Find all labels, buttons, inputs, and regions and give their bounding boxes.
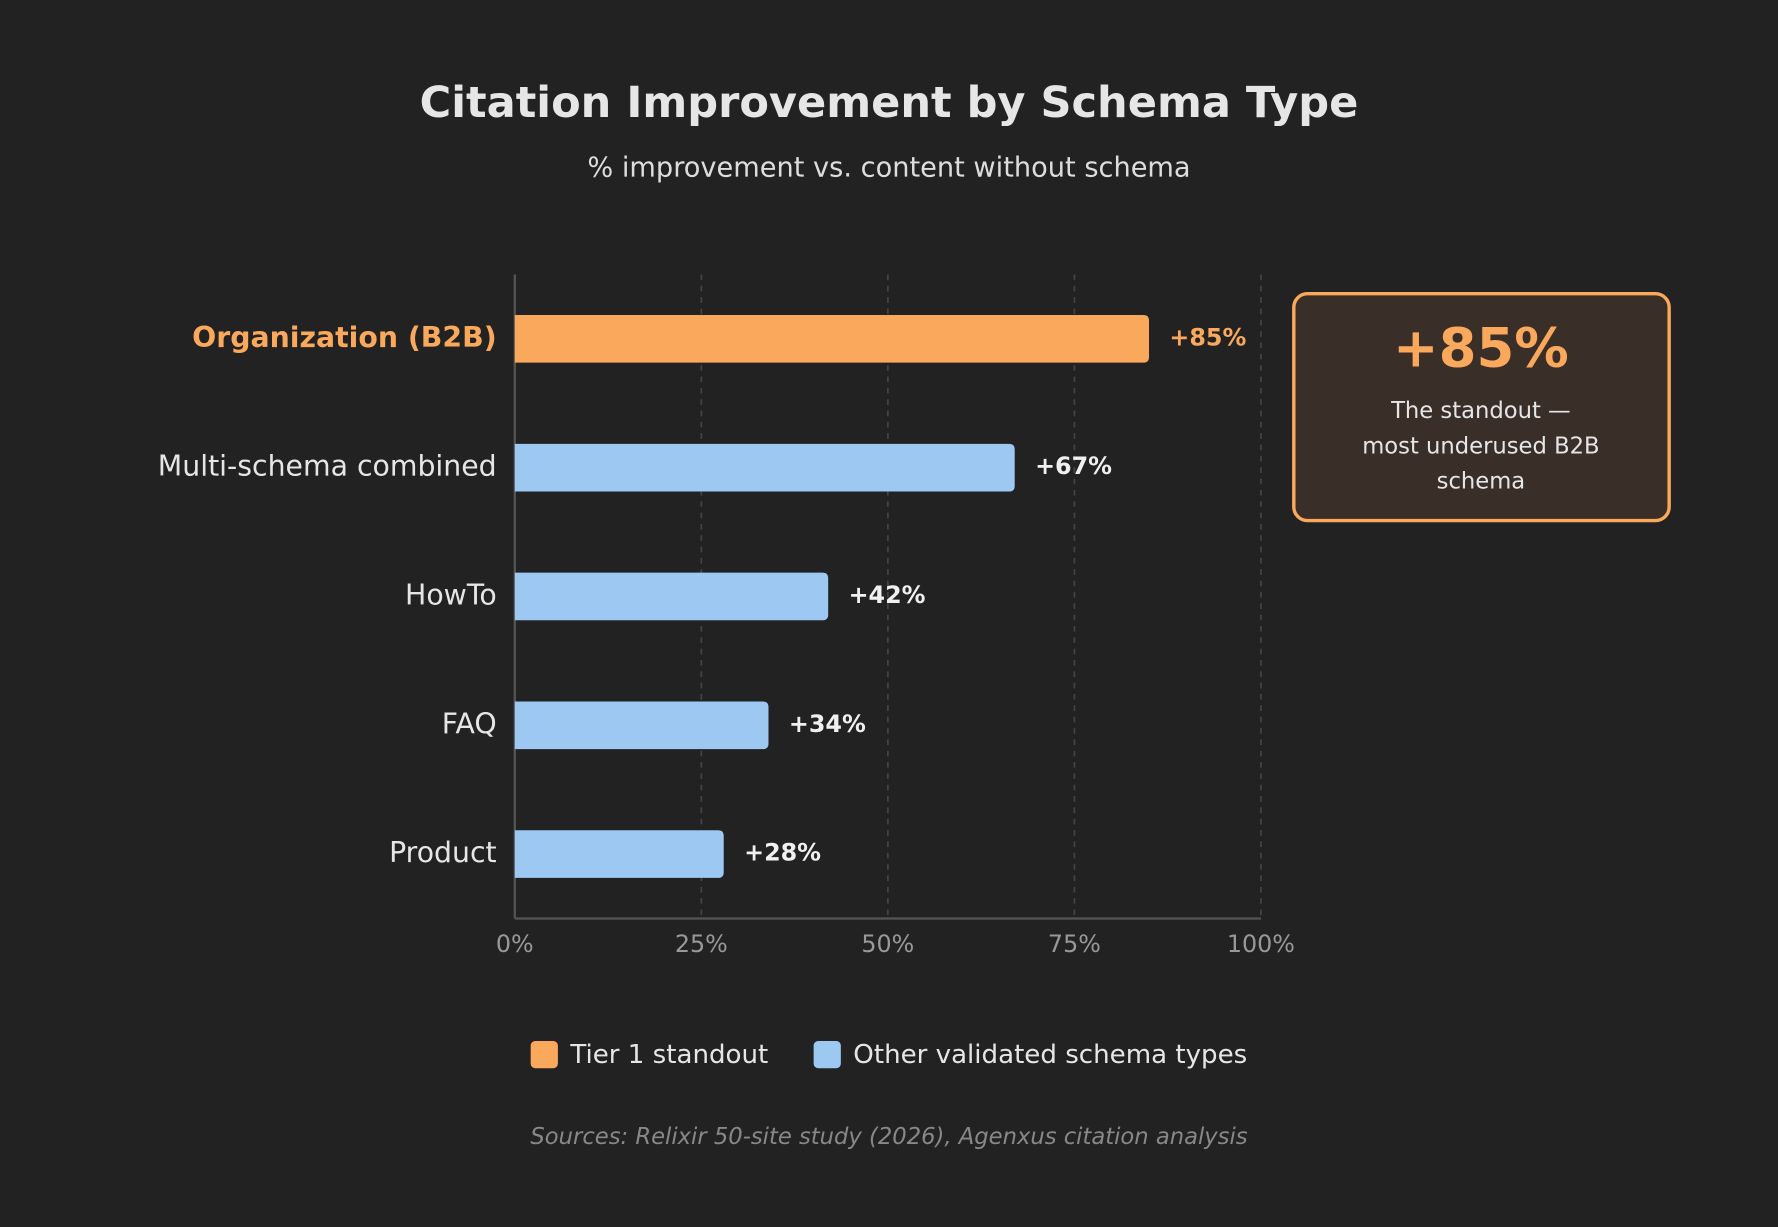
x-tick-label: 100% [1227,930,1295,958]
bar [514,830,724,878]
annotation-headline: +85% [1393,316,1569,380]
value-label: +34% [789,710,866,738]
x-tick-label: 25% [675,930,728,958]
bar [514,315,1150,363]
legend-label: Tier 1 standout [569,1040,768,1070]
annotation-text: most underused B2B [1362,433,1599,459]
bar [514,443,1015,492]
category-label: Organization (B2B) [192,321,496,354]
legend-swatch [813,1040,841,1069]
legend-swatch [530,1040,558,1069]
value-label: +28% [744,839,821,867]
value-label: +67% [1035,452,1112,480]
x-tick-label: 50% [861,930,914,958]
legend-label: Other validated schema types [853,1040,1247,1070]
category-label: Multi-schema combined [158,450,497,483]
annotation-text: schema [1437,468,1526,494]
value-label: +85% [1169,323,1246,351]
annotation-text: The standout — [1390,398,1571,424]
source: Sources: Relixir 50-site study (2026), A… [530,1124,1247,1150]
x-tick-label: 75% [1048,930,1101,958]
bar [514,572,829,621]
x-tick-label: 0% [496,930,534,958]
chart-subtitle: % improvement vs. content without schema [587,153,1190,184]
category-label: FAQ [442,707,497,740]
value-label: +42% [849,581,926,609]
category-label: Product [389,836,497,869]
category-label: HowTo [405,578,497,611]
chart-title: Citation Improvement by Schema Type [420,78,1359,128]
bar [514,701,769,750]
annotation-box [1292,292,1671,523]
